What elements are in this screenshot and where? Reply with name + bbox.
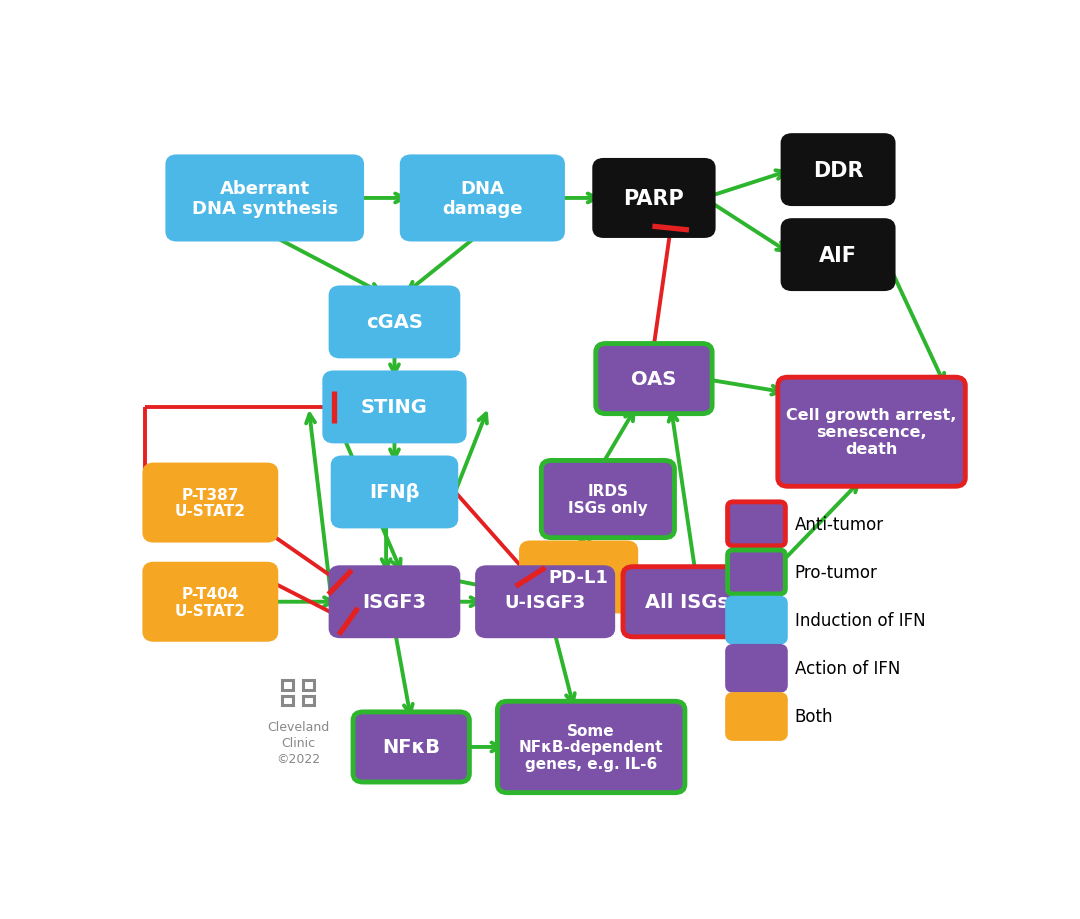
Text: Aberrant
DNA synthesis: Aberrant DNA synthesis [191,180,338,218]
FancyBboxPatch shape [594,160,714,237]
Text: cGAS: cGAS [366,313,423,332]
FancyBboxPatch shape [728,503,785,546]
Text: Induction of IFN: Induction of IFN [795,611,926,630]
FancyBboxPatch shape [144,464,276,541]
FancyBboxPatch shape [166,156,363,241]
FancyBboxPatch shape [778,378,966,487]
FancyBboxPatch shape [330,288,459,357]
Text: OAS: OAS [632,369,676,389]
Text: NFκB: NFκB [382,738,441,756]
Text: PD-L1: PD-L1 [549,568,608,586]
FancyBboxPatch shape [782,135,894,206]
FancyBboxPatch shape [521,542,637,612]
Text: PARP: PARP [623,188,685,209]
Text: U-ISGF3: U-ISGF3 [504,593,585,611]
FancyBboxPatch shape [476,567,613,637]
FancyBboxPatch shape [401,156,564,241]
FancyBboxPatch shape [728,695,785,739]
Text: Anti-tumor: Anti-tumor [795,516,883,533]
Text: All ISGs: All ISGs [646,593,729,611]
Text: P-T404
U-STAT2: P-T404 U-STAT2 [175,586,246,618]
Text: DNA
damage: DNA damage [442,180,523,218]
Text: P-T387
U-STAT2: P-T387 U-STAT2 [175,487,246,519]
FancyBboxPatch shape [498,701,685,793]
FancyBboxPatch shape [596,344,712,414]
FancyBboxPatch shape [728,550,785,595]
Text: Action of IFN: Action of IFN [795,660,900,677]
FancyBboxPatch shape [353,712,470,782]
FancyBboxPatch shape [144,563,276,641]
FancyBboxPatch shape [541,461,674,538]
Text: STING: STING [361,398,428,417]
FancyBboxPatch shape [782,221,894,290]
Text: Both: Both [795,708,833,726]
Text: IRDS
ISGs only: IRDS ISGs only [568,483,648,516]
FancyBboxPatch shape [333,458,457,528]
Text: IFNβ: IFNβ [369,482,420,502]
Text: Cleveland
Clinic
©2022: Cleveland Clinic ©2022 [267,720,329,766]
Text: AIF: AIF [819,245,858,266]
Text: DDR: DDR [813,161,863,180]
Text: Some
NFκB-dependent
genes, e.g. IL-6: Some NFκB-dependent genes, e.g. IL-6 [518,723,663,771]
Text: Cell growth arrest,
senescence,
death: Cell growth arrest, senescence, death [786,408,957,457]
FancyBboxPatch shape [324,372,465,443]
Text: Pro-tumor: Pro-tumor [795,563,877,582]
FancyBboxPatch shape [728,598,785,642]
Text: ISGF3: ISGF3 [363,593,427,611]
FancyBboxPatch shape [330,567,459,637]
FancyBboxPatch shape [728,647,785,690]
FancyBboxPatch shape [623,567,752,637]
